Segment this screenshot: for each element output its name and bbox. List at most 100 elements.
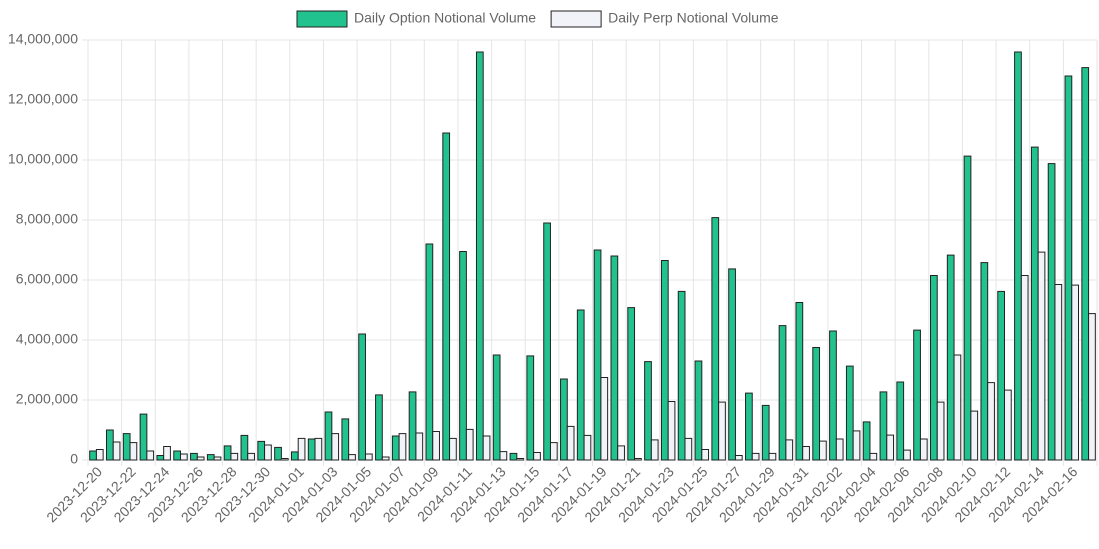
y-tick-label: 12,000,000: [8, 91, 78, 107]
bar: [179, 453, 188, 461]
bar: [600, 377, 609, 461]
y-tick-label: 0: [70, 451, 78, 467]
legend-swatch: [296, 10, 348, 28]
bar: [1081, 67, 1090, 461]
bar: [196, 456, 205, 461]
bar: [247, 452, 255, 461]
bar: [499, 451, 508, 461]
y-tick-label: 10,000,000: [8, 151, 78, 167]
bar: [526, 355, 535, 461]
bar: [89, 450, 97, 461]
bar: [785, 439, 794, 461]
bar: [482, 435, 491, 461]
bar: [1071, 284, 1080, 461]
bar: [516, 458, 525, 461]
bar: [1030, 146, 1039, 461]
bar: [112, 441, 121, 461]
bar: [761, 404, 770, 461]
bar: [812, 347, 821, 461]
y-tick-label: 6,000,000: [16, 271, 78, 287]
bar: [223, 445, 232, 461]
bar: [862, 421, 871, 461]
bar: [997, 290, 1006, 461]
bar: [348, 454, 356, 461]
bar: [240, 434, 249, 461]
bar: [610, 255, 619, 461]
bar: [280, 458, 289, 461]
bar: [1037, 251, 1046, 461]
bar: [364, 453, 373, 461]
bar: [549, 442, 558, 461]
bar: [583, 434, 592, 461]
bar: [886, 434, 895, 461]
bar: [1054, 284, 1063, 461]
bar: [903, 449, 911, 461]
bar: [896, 381, 905, 461]
bar: [331, 433, 340, 461]
bar: [946, 254, 955, 461]
bar: [802, 446, 810, 461]
bar: [257, 440, 266, 461]
bar: [1020, 275, 1029, 461]
bar: [190, 452, 198, 461]
bar: [1088, 313, 1096, 461]
bar: [290, 451, 299, 461]
bar: [980, 262, 989, 461]
bar: [829, 330, 837, 461]
bar: [694, 360, 703, 461]
bar: [879, 391, 888, 461]
bar: [1047, 163, 1056, 461]
bar: [391, 435, 400, 461]
bar: [129, 442, 138, 461]
bar: [1064, 75, 1073, 461]
bar: [987, 382, 995, 461]
bar: [953, 354, 962, 461]
bar: [375, 394, 383, 461]
bar: [492, 354, 501, 461]
bar: [341, 418, 350, 461]
bar: [963, 155, 972, 461]
bar: [845, 365, 854, 461]
bar: [475, 51, 484, 461]
bar: [930, 275, 938, 461]
bar: [314, 437, 323, 461]
bar: [173, 450, 181, 461]
bar: [465, 428, 474, 461]
bar: [1004, 389, 1012, 461]
bar: [745, 392, 753, 461]
bar: [627, 307, 636, 461]
legend-swatch: [550, 10, 602, 28]
legend-label: Daily Perp Notional Volume: [608, 10, 779, 26]
bar: [728, 268, 736, 461]
bar: [139, 413, 148, 461]
bar: [936, 401, 945, 461]
bar: [206, 454, 215, 461]
y-tick-label: 8,000,000: [16, 211, 78, 227]
bar: [533, 452, 541, 461]
bar: [307, 438, 316, 461]
bar: [593, 249, 602, 461]
bar: [432, 431, 440, 461]
bar: [576, 309, 585, 461]
y-tick-label: 2,000,000: [16, 391, 78, 407]
bar: [358, 333, 366, 461]
bar: [644, 361, 652, 461]
y-tick-label: 4,000,000: [16, 331, 78, 347]
bar: [852, 430, 861, 461]
bar: [398, 433, 407, 461]
bar: [213, 456, 222, 461]
bar: [734, 455, 743, 461]
bar: [650, 439, 659, 461]
bar: [146, 450, 155, 461]
bar: [415, 432, 424, 461]
bar: [660, 260, 669, 461]
bar: [163, 446, 171, 461]
bar: [324, 411, 333, 461]
bar: [795, 302, 804, 461]
bar: [449, 437, 457, 461]
bar: [768, 452, 777, 461]
bar: [566, 425, 575, 461]
bar: [95, 449, 104, 461]
bar: [617, 445, 625, 461]
